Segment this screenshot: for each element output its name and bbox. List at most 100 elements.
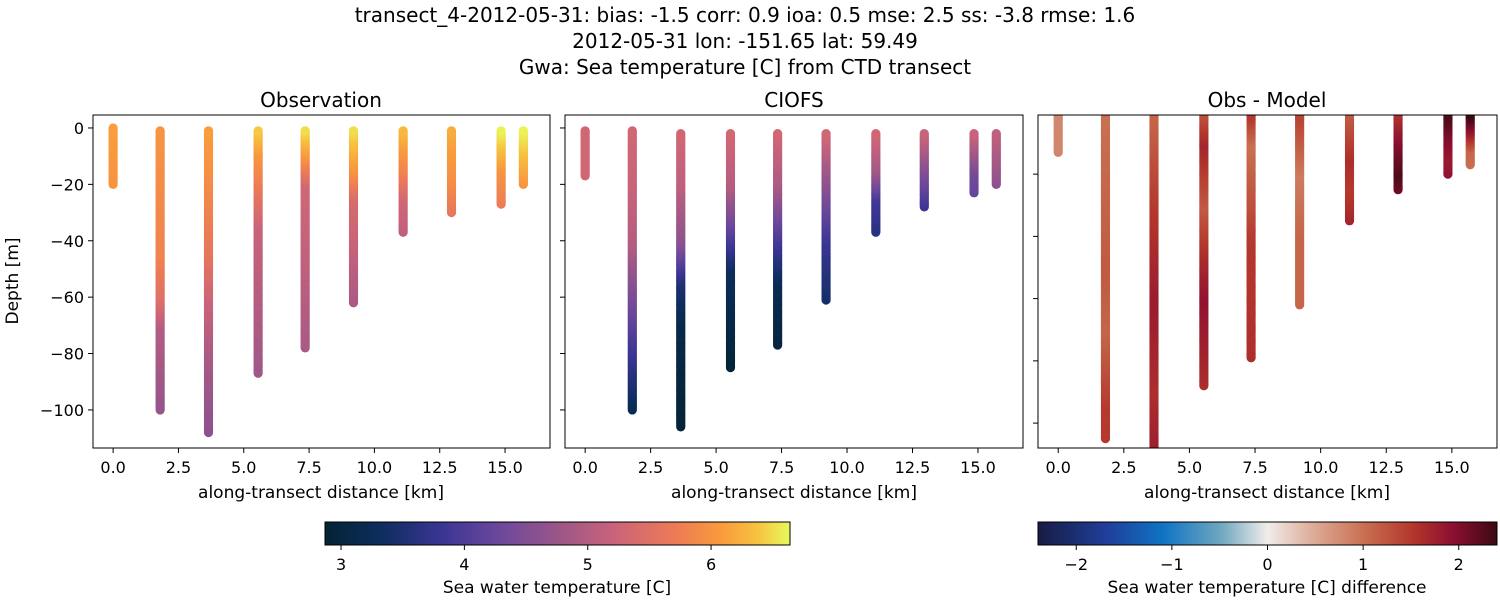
data-point: [1053, 115, 1063, 120]
y-tick-label: −100: [40, 401, 84, 420]
y-tick-label: −40: [50, 232, 84, 251]
data-point: [348, 126, 359, 136]
x-axis-label: along-transect distance [km]: [198, 483, 444, 503]
x-tick-label: 5.0: [703, 458, 728, 477]
x-tick-label: 7.5: [769, 458, 794, 477]
x-tick-label: 0.0: [1045, 458, 1070, 477]
y-tick-label: −60: [50, 288, 84, 307]
data-points: [580, 126, 1001, 432]
colorbar-ticks: −2 −1 0 1 2: [1064, 545, 1464, 574]
data-point: [1149, 451, 1158, 460]
data-point: [1149, 115, 1159, 120]
x-ticks: 0.0 2.5 5.0 7.5 10.0 12.5 15.0: [572, 448, 996, 477]
colorbar-gradient: [324, 521, 791, 546]
suptitle-line-1: transect_4-2012-05-31: bias: -1.5 corr: …: [355, 3, 1136, 27]
panel-obs-minus-model: Obs - Model 0.0 2.5 5.0 7.5 10.0 12.5 15.0 alo…: [1033, 88, 1498, 503]
x-tick-label: 0.0: [572, 458, 597, 477]
colorbar-tick-label: 3: [336, 555, 346, 574]
x-tick-label: 2.5: [638, 458, 663, 477]
data-points: [1053, 115, 1475, 462]
colorbar-ticks: 3 4 5 6: [336, 545, 716, 574]
panel-ciofs: CIOFS 0.0 2.5 5.0 7.5 10.0 12.5 15.0 along-tra…: [560, 88, 1024, 503]
panel-title: Obs - Model: [1208, 88, 1327, 112]
suptitle-line-2: 2012-05-31 lon: -151.65 lat: 59.49: [572, 29, 918, 53]
data-point: [518, 126, 528, 136]
data-point: [871, 129, 881, 139]
x-tick-label: 15.0: [1434, 458, 1470, 477]
colorbar-tick-label: −1: [1160, 555, 1184, 574]
data-point: [773, 129, 783, 139]
colorbar-tick-label: 1: [1358, 555, 1368, 574]
panel-title: Observation: [260, 88, 382, 112]
data-point: [580, 126, 590, 136]
data-point: [1246, 115, 1256, 120]
x-tick-label: 12.5: [895, 458, 931, 477]
data-point: [1443, 115, 1453, 120]
axes-frame: [92, 114, 551, 449]
x-tick-label: 12.5: [1368, 458, 1404, 477]
data-point: [1344, 115, 1355, 120]
y-ticks: [1033, 173, 1038, 424]
data-point: [496, 126, 506, 136]
data-point: [446, 126, 457, 136]
colorbar-gradient: [1037, 521, 1498, 546]
x-tick-label: 12.5: [422, 458, 458, 477]
x-tick-label: 10.0: [1303, 458, 1339, 477]
x-ticks: 0.0 2.5 5.0 7.5 10.0 12.5 15.0: [1045, 448, 1470, 477]
data-point: [1295, 115, 1305, 120]
data-point: [253, 126, 263, 136]
colorbar-tick-label: 0: [1262, 555, 1272, 574]
x-tick-label: 2.5: [166, 458, 191, 477]
x-tick-label: 5.0: [231, 458, 256, 477]
colorbar-tick-label: 4: [459, 555, 469, 574]
axes-frame: [564, 114, 1024, 449]
data-point: [300, 126, 310, 136]
x-tick-label: 10.0: [829, 458, 865, 477]
data-point: [1100, 115, 1111, 120]
axes-frame: [1037, 114, 1498, 449]
data-point: [919, 129, 929, 139]
x-tick-label: 7.5: [296, 458, 321, 477]
y-tick-label: −80: [50, 345, 84, 364]
y-ticks: 0 −20 −40 −60 −80 −100: [40, 119, 93, 420]
colorbar-temperature: 3 4 5 6 Sea water temperature [C]: [324, 521, 791, 598]
data-point: [398, 126, 408, 136]
panel-observation: Observation 0.0 2.5 5.0 7.5 10.0 12.5 15.0 0 −2…: [3, 88, 551, 503]
y-ticks: [560, 127, 565, 411]
x-tick-label: 2.5: [1111, 458, 1136, 477]
x-ticks: 0.0 2.5 5.0 7.5 10.0 12.5 15.0: [100, 448, 523, 477]
data-point: [1149, 448, 1158, 457]
data-point: [627, 126, 637, 136]
colorbar-tick-label: 2: [1454, 555, 1464, 574]
colorbar-tick-label: −2: [1064, 555, 1088, 574]
data-point: [1199, 115, 1209, 120]
x-tick-label: 15.0: [487, 458, 523, 477]
x-tick-label: 0.0: [100, 458, 125, 477]
data-point: [969, 129, 979, 139]
colorbar-label: Sea water temperature [C]: [443, 578, 671, 598]
data-point: [1149, 453, 1158, 462]
data-points: [108, 123, 528, 438]
data-point: [155, 126, 165, 136]
data-point: [203, 126, 214, 136]
data-point: [676, 129, 686, 139]
x-tick-label: 7.5: [1242, 458, 1267, 477]
y-tick-label: 0: [74, 119, 84, 138]
colorbar-tick-label: 6: [706, 555, 716, 574]
data-point: [1465, 115, 1475, 120]
colorbar-tick-label: 5: [583, 555, 593, 574]
colorbar-label: Sea water temperature [C] difference: [1107, 578, 1426, 598]
data-point: [1393, 115, 1403, 120]
x-tick-label: 10.0: [357, 458, 393, 477]
data-point: [725, 129, 736, 139]
data-point: [991, 129, 1001, 139]
panel-title: CIOFS: [764, 88, 823, 112]
data-point: [821, 129, 831, 139]
colorbar-difference: −2 −1 0 1 2 Sea water temperature [C] differ…: [1037, 521, 1498, 598]
x-axis-label: along-transect distance [km]: [671, 483, 917, 503]
x-tick-label: 5.0: [1177, 458, 1202, 477]
x-axis-label: along-transect distance [km]: [1144, 483, 1390, 503]
data-point: [108, 123, 118, 133]
suptitle-line-3: Gwa: Sea temperature [C] from CTD transe…: [519, 55, 971, 79]
